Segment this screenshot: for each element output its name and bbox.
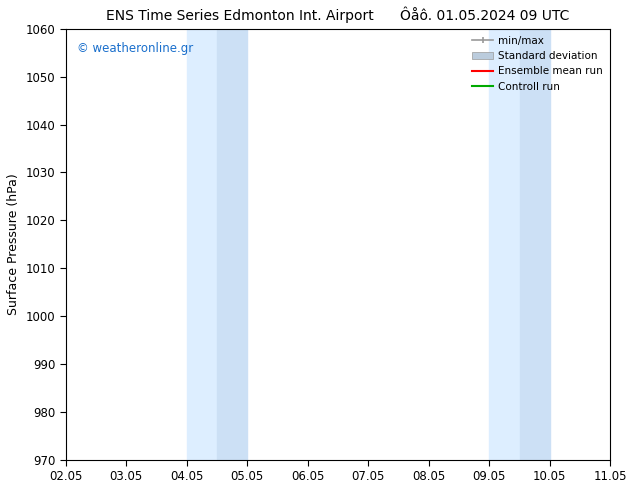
Bar <box>489 29 519 460</box>
Bar <box>519 29 550 460</box>
Bar <box>217 29 247 460</box>
Legend: min/max, Standard deviation, Ensemble mean run, Controll run: min/max, Standard deviation, Ensemble me… <box>468 32 607 96</box>
Bar <box>186 29 217 460</box>
Y-axis label: Surface Pressure (hPa): Surface Pressure (hPa) <box>7 173 20 315</box>
Text: © weatheronline.gr: © weatheronline.gr <box>77 42 193 55</box>
Title: ENS Time Series Edmonton Int. Airport      Ôåô. 01.05.2024 09 UTC: ENS Time Series Edmonton Int. Airport Ôå… <box>107 7 570 24</box>
